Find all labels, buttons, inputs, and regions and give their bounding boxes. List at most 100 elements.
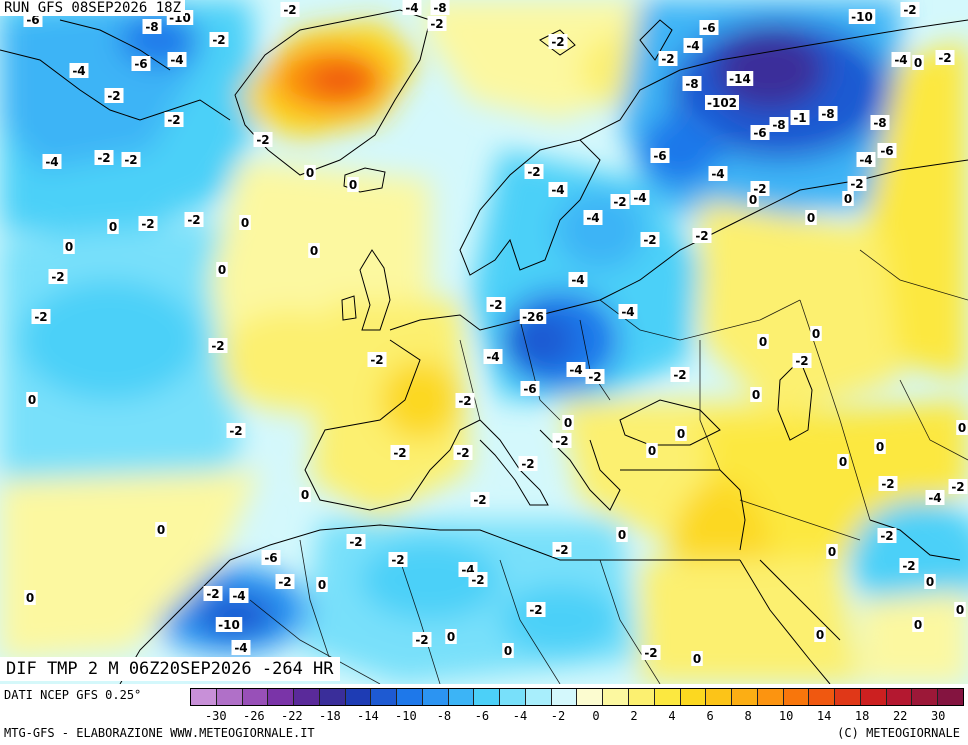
map-value-label: -2 (212, 33, 225, 47)
map-value-label: -2 (555, 434, 568, 448)
map-label-bg (948, 479, 968, 494)
map-label-bg (346, 534, 366, 549)
map-value-label: -102 (707, 96, 737, 110)
color-scale-tick: 14 (816, 709, 832, 723)
map-label-bg (239, 215, 251, 230)
map-label-bg (430, 0, 450, 15)
color-scale-tick: -10 (395, 709, 417, 723)
map-value-label: -2 (124, 153, 137, 167)
map-label-bg (568, 272, 588, 287)
map-label-bg (402, 0, 422, 15)
map-value-label: -4 (571, 273, 584, 287)
color-scale-tick: -6 (474, 709, 490, 723)
map-label-bg (616, 527, 628, 542)
map-label-bg (31, 309, 51, 324)
map-value-label: -2 (471, 573, 484, 587)
color-scale-tick: -4 (512, 709, 528, 723)
map-label-bg (215, 617, 243, 632)
map-value-label: -8 (873, 116, 886, 130)
map-value-label: -2 (613, 195, 626, 209)
map-label-bg (231, 640, 251, 655)
map-label-bg (24, 590, 36, 605)
map-label-bg (847, 176, 867, 191)
map-value-label: -4 (711, 167, 724, 181)
field-title: DIF TMP 2 M 06Z20SEP2026 -264 HR (0, 657, 340, 681)
map-label-bg (280, 2, 300, 17)
map-value-label: 0 (876, 440, 884, 454)
map-value-label: 0 (926, 575, 934, 589)
map-label-bg (650, 148, 670, 163)
map-value-label: 0 (828, 545, 836, 559)
map-value-label: -2 (644, 646, 657, 660)
color-scale-cell (474, 689, 501, 705)
map-value-label: 0 (301, 488, 309, 502)
map-value-label: -2 (661, 52, 674, 66)
color-scale-tick: -14 (357, 709, 379, 723)
map-value-label: -4 (569, 363, 582, 377)
map-label-bg (94, 150, 114, 165)
map-value-label: -4 (859, 153, 872, 167)
map-value-label: -2 (555, 543, 568, 557)
map-value-label: -2 (473, 493, 486, 507)
color-scale-cell (448, 689, 475, 705)
map-label-bg (390, 445, 410, 460)
map-label-bg (658, 51, 678, 66)
map-label-bg (483, 349, 503, 364)
color-scale-cell (809, 689, 836, 705)
color-scale-tick: 10 (778, 709, 794, 723)
map-value-label: -4 (633, 191, 646, 205)
map-label-bg (142, 19, 162, 34)
map-label-bg (216, 262, 228, 277)
color-scale-cell (860, 689, 887, 705)
map-label-bg (848, 9, 876, 24)
map-value-label: 0 (109, 220, 117, 234)
map-value-label: -2 (880, 529, 893, 543)
map-label-bg (810, 326, 822, 341)
map-value-label: -2 (34, 310, 47, 324)
color-scale-bar (190, 688, 964, 706)
map-label-bg (316, 577, 328, 592)
map-label-bg (468, 572, 488, 587)
map-label-bg (925, 490, 945, 505)
map-value-label: 0 (157, 523, 165, 537)
map-label-bg (453, 445, 473, 460)
map-value-label: -2 (938, 51, 951, 65)
color-scale-tick: 2 (630, 709, 638, 723)
map-label-bg (347, 177, 359, 192)
color-scale-cell (216, 689, 243, 705)
color-scale-cell (706, 689, 733, 705)
map-label-bg (566, 362, 586, 377)
map-label-bg (138, 216, 158, 231)
map-value-label: -1 (793, 111, 806, 125)
map-label-bg (842, 191, 854, 206)
map-value-label: 0 (26, 591, 34, 605)
map-label-bg (69, 63, 89, 78)
map-label-bg (670, 367, 690, 382)
map-label-bg (826, 544, 838, 559)
map-label-bg (641, 645, 661, 660)
color-scale-cell (500, 689, 526, 705)
map-value-label: -2 (643, 233, 656, 247)
map-label-bg (470, 492, 490, 507)
map-value-label: -2 (107, 89, 120, 103)
map-value-label: 0 (310, 244, 318, 258)
map-value-label: -2 (881, 477, 894, 491)
map-label-bg (708, 166, 728, 181)
map-label-bg (912, 617, 924, 632)
map-value-label: 0 (447, 630, 455, 644)
map-value-label: -6 (523, 382, 536, 396)
map-label-bg (427, 16, 447, 31)
map-label-bg (203, 586, 223, 601)
map-label-bg (107, 219, 119, 234)
map-label-bg (900, 2, 920, 17)
color-scale-tick: 6 (706, 709, 714, 723)
map-label-bg (699, 20, 719, 35)
map-value-label: -2 (211, 339, 224, 353)
map-label-bg (299, 487, 311, 502)
map-label-bg (412, 632, 432, 647)
map-value-label: -6 (264, 551, 277, 565)
color-scale-tick: -8 (436, 709, 452, 723)
color-scale-tick: -2 (550, 709, 566, 723)
map-value-label: -2 (206, 587, 219, 601)
